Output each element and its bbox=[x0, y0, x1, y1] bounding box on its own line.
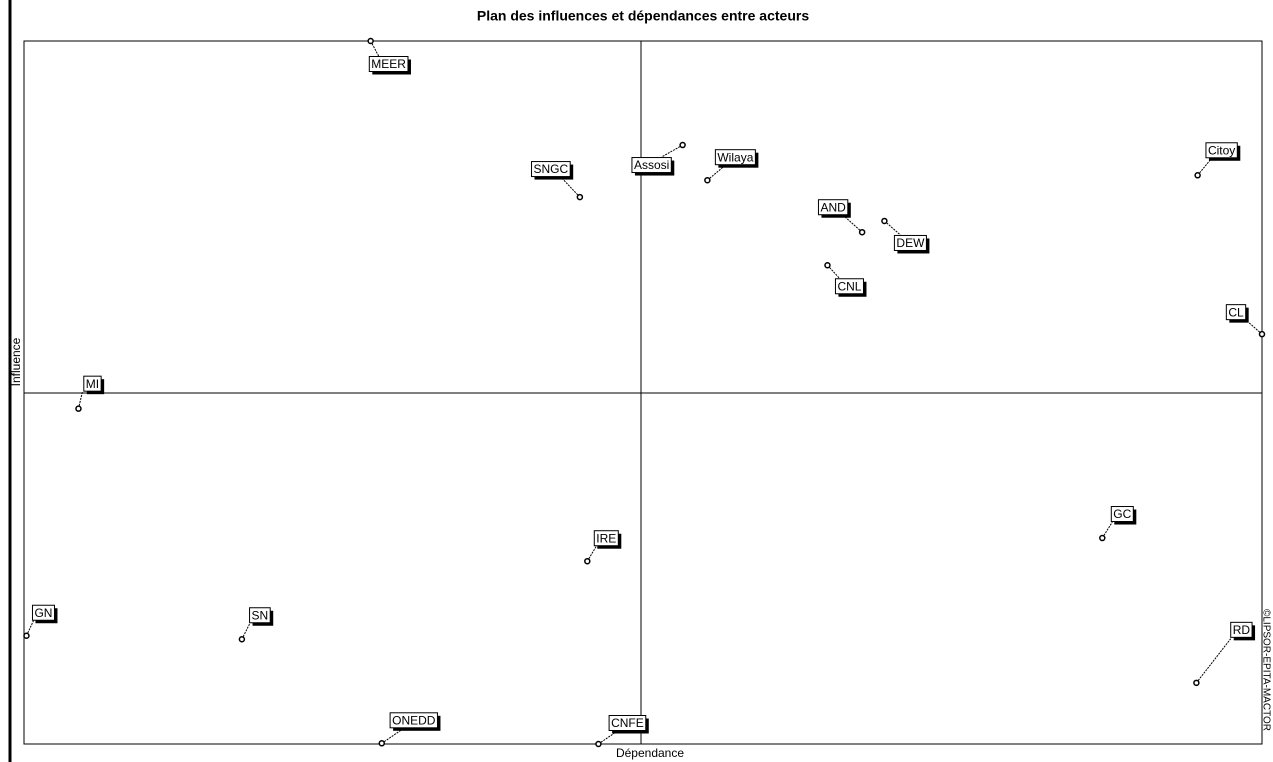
point bbox=[1099, 534, 1106, 542]
x-axis-label: Dépendance bbox=[616, 746, 684, 760]
point bbox=[679, 141, 686, 149]
point bbox=[1194, 172, 1201, 179]
point-label: SNGC bbox=[534, 162, 569, 176]
point bbox=[1193, 679, 1200, 687]
credit: ©LIPSOR-EPITA-MACTOR bbox=[1260, 609, 1271, 731]
point bbox=[378, 740, 386, 747]
label-box bbox=[608, 715, 647, 731]
label-box bbox=[1230, 621, 1253, 638]
point-label: MI bbox=[86, 377, 99, 391]
leader-line bbox=[884, 220, 901, 236]
label-box bbox=[531, 161, 571, 178]
point-label: RD bbox=[1233, 623, 1251, 637]
chart-title: Plan des influences et dépendances entre… bbox=[477, 8, 809, 24]
label-box bbox=[714, 149, 756, 166]
point bbox=[23, 632, 30, 639]
label-box bbox=[1110, 506, 1134, 523]
label-box bbox=[249, 607, 271, 624]
point-label: Assosi bbox=[634, 158, 669, 172]
point-label: Wilaya bbox=[717, 150, 753, 164]
leader-line bbox=[1197, 157, 1213, 176]
point-label: GN bbox=[34, 606, 52, 620]
point-label: Citoy bbox=[1208, 143, 1235, 157]
leader-line bbox=[842, 214, 863, 233]
point bbox=[576, 193, 584, 201]
point-label: ONEDD bbox=[392, 713, 436, 727]
leader-line bbox=[661, 144, 683, 158]
leader-line bbox=[1245, 319, 1263, 335]
y-axis-label: Influence bbox=[9, 337, 23, 386]
point-label: GC bbox=[1113, 507, 1131, 521]
point bbox=[881, 217, 888, 225]
label-box bbox=[389, 712, 438, 729]
point-label: DEW bbox=[896, 236, 925, 250]
label-box bbox=[83, 375, 102, 392]
point-label: MEER bbox=[371, 57, 406, 71]
point bbox=[238, 636, 246, 643]
leader-line bbox=[1195, 637, 1232, 684]
label-box bbox=[1225, 304, 1247, 321]
leader-line bbox=[560, 176, 581, 198]
label-box bbox=[817, 199, 849, 216]
label-box bbox=[893, 234, 927, 251]
leader-line bbox=[26, 620, 34, 636]
point bbox=[704, 176, 711, 184]
point-label: SN bbox=[252, 608, 269, 622]
point bbox=[858, 228, 866, 236]
point bbox=[824, 262, 831, 269]
label-box bbox=[834, 278, 864, 295]
point bbox=[367, 37, 374, 45]
label-box bbox=[593, 530, 619, 547]
label-box bbox=[31, 604, 55, 621]
label-box bbox=[368, 56, 409, 72]
point-label: CNL bbox=[837, 279, 861, 293]
point bbox=[75, 405, 82, 412]
point bbox=[1258, 330, 1266, 338]
label-box bbox=[1205, 142, 1238, 159]
point-label: IRE bbox=[596, 531, 616, 545]
label-box bbox=[631, 157, 672, 174]
point bbox=[595, 740, 602, 748]
point-label: AND bbox=[820, 200, 846, 214]
point-label: CNFE bbox=[611, 716, 644, 730]
point-label: CL bbox=[1228, 305, 1244, 319]
point bbox=[584, 557, 591, 565]
